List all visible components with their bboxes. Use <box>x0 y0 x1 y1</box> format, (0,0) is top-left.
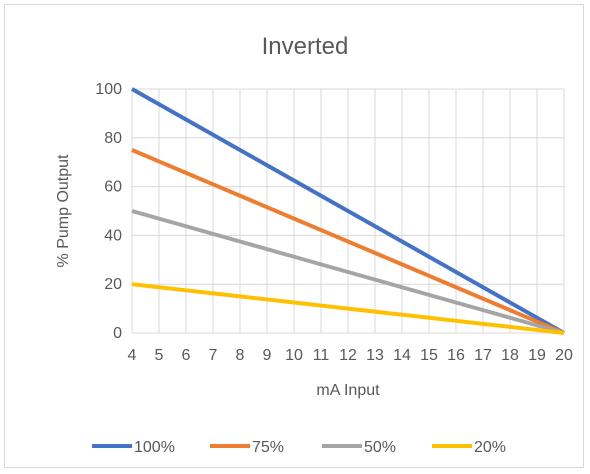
y-tick-label: 0 <box>113 325 122 342</box>
x-tick-label: 9 <box>263 347 272 364</box>
series-line-75pct <box>131 148 565 335</box>
legend-label: 100% <box>134 439 175 456</box>
y-tick-label: 60 <box>104 179 122 196</box>
legend: 100% 75% 50% 20% <box>92 439 506 456</box>
y-tick-label: 20 <box>104 276 122 293</box>
x-axis-ticks: 4 5 6 7 8 9 10 11 12 13 14 15 16 17 18 19 20 <box>128 347 573 364</box>
x-tick-label: 10 <box>285 347 303 364</box>
x-tick-label: 17 <box>474 347 492 364</box>
legend-label: 20% <box>474 439 506 456</box>
x-tick-label: 7 <box>209 347 218 364</box>
y-tick-label: 100 <box>95 81 122 98</box>
x-tick-label: 15 <box>420 347 438 364</box>
x-tick-label: 5 <box>155 347 164 364</box>
chart-title: Inverted <box>262 33 349 60</box>
x-tick-label: 8 <box>236 347 245 364</box>
series-line-50pct <box>131 209 565 335</box>
legend-label: 75% <box>252 439 284 456</box>
x-tick-label: 20 <box>555 347 573 364</box>
x-tick-label: 19 <box>528 347 546 364</box>
x-axis-label: mA Input <box>316 382 380 399</box>
x-tick-label: 13 <box>366 347 384 364</box>
x-tick-label: 11 <box>313 347 330 364</box>
x-tick-label: 4 <box>128 347 137 364</box>
series-lines <box>131 87 565 335</box>
y-axis-ticks: 0 20 40 60 80 100 <box>95 81 122 342</box>
y-axis-label: % Pump Output <box>55 154 72 268</box>
x-tick-label: 16 <box>447 347 465 364</box>
series-line-100pct <box>131 87 565 335</box>
legend-label: 50% <box>364 439 396 456</box>
x-tick-label: 6 <box>182 347 191 364</box>
x-tick-label: 12 <box>339 347 357 364</box>
series-line-20pct <box>131 282 565 335</box>
y-tick-label: 40 <box>104 227 122 244</box>
y-tick-label: 80 <box>104 130 122 147</box>
x-tick-label: 18 <box>501 347 519 364</box>
gridlines <box>131 88 565 334</box>
x-tick-label: 14 <box>393 347 411 364</box>
